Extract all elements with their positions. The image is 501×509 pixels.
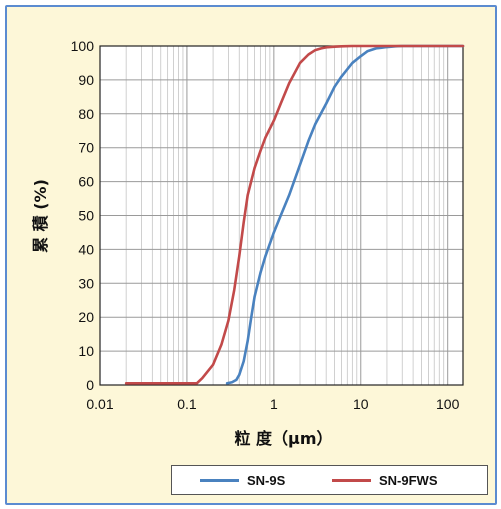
legend-swatch-sn-9s	[200, 478, 239, 482]
legend-item-sn-9s: SN-9S	[200, 466, 285, 494]
y-tick-label: 20	[78, 309, 94, 325]
y-tick-label: 60	[78, 174, 94, 190]
tick-labels: 0 10 20 30 40 50 60 70 80 90 100 0.01 0.1 1 10 100	[71, 38, 460, 412]
legend-label-sn-9fws: SN-9FWS	[379, 472, 438, 488]
axes	[99, 45, 464, 386]
series-line-sn-9fws	[124, 44, 465, 385]
x-tick-label: 100	[436, 396, 460, 412]
y-tick-label: 10	[78, 343, 94, 359]
y-axis-label: 累 積 (%)	[31, 179, 50, 253]
series-group	[124, 44, 465, 385]
grid	[99, 45, 463, 386]
y-tick-label: 50	[78, 208, 94, 224]
y-tick-label: 70	[78, 140, 94, 156]
x-tick-label: 0.1	[177, 396, 197, 412]
y-tick-label: 90	[78, 72, 94, 88]
legend: SN-9S SN-9FWS	[171, 465, 488, 495]
x-tick-label: 10	[353, 396, 369, 412]
x-tick-label: 1	[270, 396, 278, 412]
x-axis-label: 粒 度（μm）	[234, 429, 332, 448]
y-tick-label: 100	[71, 38, 95, 54]
legend-item-sn-9fws: SN-9FWS	[332, 466, 438, 494]
y-tick-label: 80	[78, 106, 94, 122]
legend-swatch-sn-9fws	[332, 478, 371, 482]
legend-label-sn-9s: SN-9S	[247, 472, 286, 488]
y-tick-label: 30	[78, 275, 94, 291]
x-tick-label: 0.01	[86, 396, 113, 412]
plot-border	[99, 45, 464, 386]
y-tick-label: 40	[78, 241, 94, 257]
y-tick-label: 0	[86, 377, 94, 393]
